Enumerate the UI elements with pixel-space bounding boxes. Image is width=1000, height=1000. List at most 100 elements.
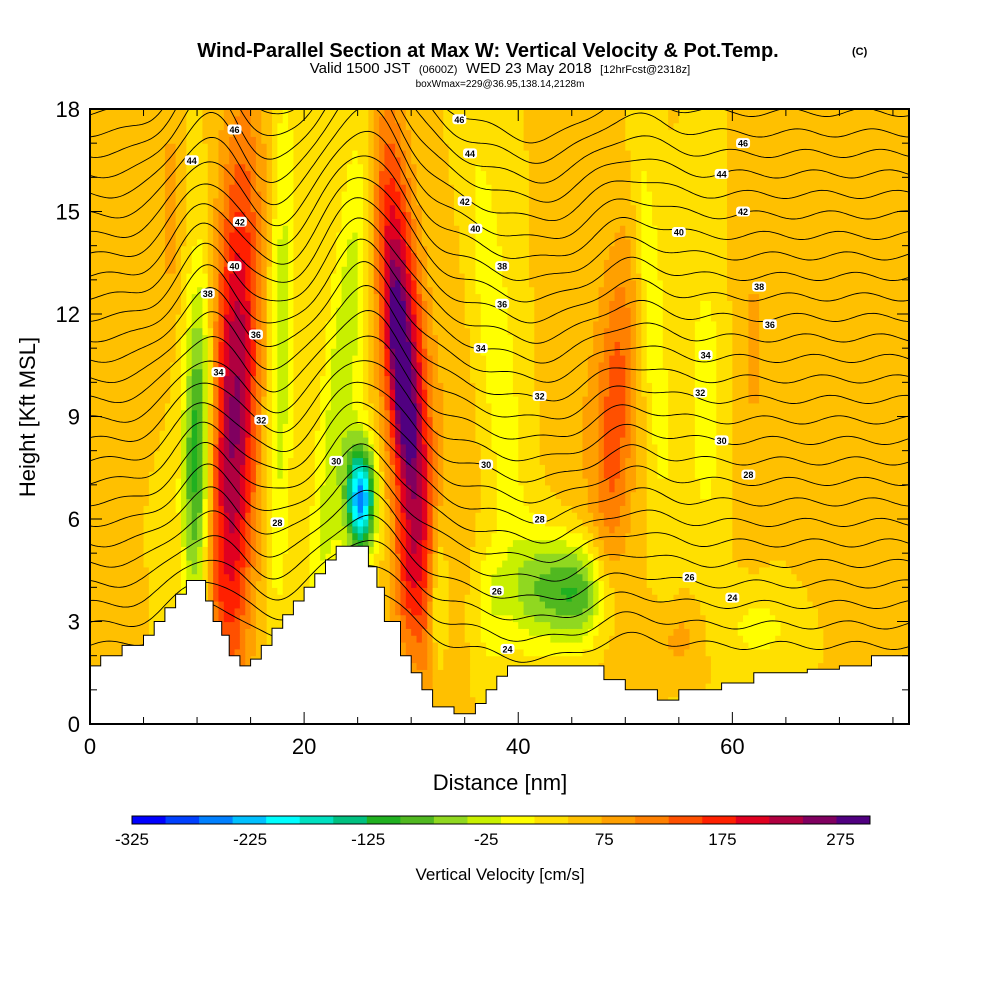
velocity-cell — [507, 607, 514, 616]
velocity-cell — [132, 512, 139, 520]
velocity-cell — [405, 573, 412, 582]
velocity-cell — [239, 546, 246, 554]
velocity-cell — [127, 498, 134, 506]
velocity-cell — [475, 566, 482, 575]
velocity-cell — [593, 642, 600, 650]
velocity-cell — [577, 635, 584, 643]
velocity-cell — [636, 512, 642, 520]
velocity-cell — [641, 539, 648, 547]
velocity-cell — [427, 532, 434, 541]
velocity-cell — [791, 662, 798, 670]
velocity-cell — [352, 539, 359, 547]
velocity-cell — [250, 560, 257, 568]
velocity-cell — [555, 648, 562, 657]
velocity-cell — [769, 553, 776, 561]
velocity-cell — [882, 519, 889, 527]
velocity-cell — [138, 505, 145, 513]
velocity-cell — [443, 689, 450, 698]
velocity-cell — [202, 539, 209, 547]
velocity-cell — [823, 601, 830, 609]
velocity-cell — [90, 655, 96, 664]
velocity-cell — [405, 512, 412, 520]
velocity-cell — [239, 573, 246, 582]
velocity-cell — [668, 628, 675, 636]
velocity-cell — [202, 566, 209, 575]
velocity-cell — [801, 648, 808, 657]
velocity-cell — [759, 648, 766, 657]
velocity-cell — [812, 587, 819, 595]
velocity-cell — [464, 498, 471, 506]
velocity-cell — [346, 525, 353, 534]
velocity-cell — [111, 587, 118, 595]
velocity-cell — [320, 532, 327, 541]
velocity-cell — [657, 676, 664, 684]
velocity-cell — [486, 628, 493, 636]
velocity-cell — [496, 628, 503, 636]
velocity-cell — [566, 505, 573, 513]
velocity-cell — [716, 607, 723, 616]
velocity-cell — [545, 553, 551, 561]
velocity-cell — [636, 587, 642, 595]
velocity-cell — [689, 539, 696, 547]
velocity-cell — [732, 676, 739, 684]
velocity-cell — [812, 539, 819, 547]
velocity-cell — [775, 566, 782, 575]
velocity-cell — [395, 539, 402, 547]
velocity-cell — [363, 525, 369, 534]
velocity-cell — [593, 525, 600, 534]
velocity-cell — [636, 580, 642, 588]
velocity-cell — [775, 532, 782, 541]
velocity-cell — [496, 655, 503, 664]
velocity-cell — [898, 635, 905, 643]
velocity-cell — [855, 587, 862, 595]
velocity-cell — [416, 607, 423, 616]
velocity-cell — [100, 519, 107, 527]
velocity-cell — [887, 607, 894, 616]
velocity-cell — [555, 607, 562, 616]
velocity-cell — [138, 635, 145, 643]
velocity-cell — [175, 505, 182, 513]
velocity-cell — [550, 566, 557, 575]
velocity-cell — [545, 648, 551, 657]
velocity-cell — [834, 560, 841, 568]
velocity-cell — [587, 498, 594, 506]
velocity-cell — [700, 662, 707, 670]
velocity-cell — [834, 601, 841, 609]
velocity-cell — [181, 539, 187, 547]
velocity-cell — [282, 546, 289, 554]
velocity-cell — [743, 566, 750, 575]
velocity-cell — [828, 512, 835, 520]
velocity-cell — [512, 573, 519, 582]
velocity-cell — [491, 621, 498, 629]
velocity-cell — [405, 594, 412, 602]
velocity-cell — [834, 553, 841, 561]
velocity-cell — [614, 635, 621, 643]
velocity-cell — [470, 703, 477, 711]
velocity-cell — [882, 553, 889, 561]
velocity-cell — [266, 539, 273, 547]
velocity-cell — [887, 539, 894, 547]
velocity-cell — [475, 642, 482, 650]
velocity-cell — [255, 594, 262, 602]
velocity-cell — [122, 621, 129, 629]
velocity-cell — [619, 628, 626, 636]
velocity-cell — [625, 601, 632, 609]
velocity-cell — [652, 532, 659, 541]
velocity-cell — [866, 532, 873, 541]
velocity-cell — [753, 553, 760, 561]
velocity-cell — [780, 594, 787, 602]
velocity-cell — [293, 566, 300, 575]
velocity-cell — [90, 607, 96, 616]
velocity-cell — [416, 614, 423, 623]
velocity-cell — [218, 532, 225, 541]
velocity-cell — [528, 560, 535, 568]
velocity-cell — [132, 621, 139, 629]
velocity-cell — [662, 553, 669, 561]
velocity-cell — [475, 607, 482, 616]
velocity-cell — [577, 512, 584, 520]
velocity-cell — [539, 532, 546, 541]
velocity-cell — [710, 546, 717, 554]
velocity-cell — [159, 594, 166, 602]
velocity-cell — [678, 587, 685, 595]
velocity-cell — [454, 614, 460, 623]
